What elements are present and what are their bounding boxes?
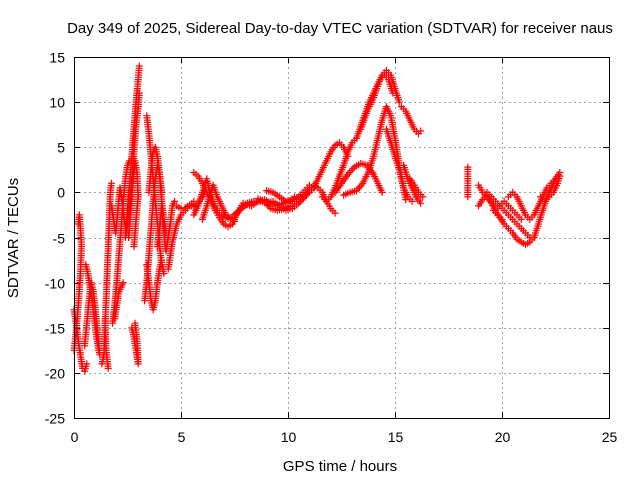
plot-frame xyxy=(74,57,610,419)
data-point xyxy=(177,205,185,213)
data-track xyxy=(101,315,112,372)
data-point xyxy=(131,319,139,327)
data-point xyxy=(234,208,242,216)
data-point xyxy=(74,220,82,228)
data-point xyxy=(498,215,506,223)
data-points xyxy=(70,62,564,375)
data-track xyxy=(318,134,360,205)
data-track xyxy=(382,125,416,205)
data-track xyxy=(464,163,472,201)
data-point xyxy=(298,196,306,204)
y-tick-label: -25 xyxy=(45,411,65,427)
data-point xyxy=(295,199,303,207)
data-track xyxy=(128,319,142,368)
data-point xyxy=(135,62,143,70)
data-track xyxy=(483,193,525,223)
data-point xyxy=(125,234,133,241)
y-tick-label: 10 xyxy=(49,95,65,111)
data-point xyxy=(517,215,525,223)
y-tick-label: 0 xyxy=(57,185,65,201)
y-tick-label: 5 xyxy=(57,140,65,156)
data-point xyxy=(232,209,240,217)
data-point xyxy=(231,217,238,225)
data-point xyxy=(83,360,91,368)
data-point xyxy=(101,315,109,323)
x-tick-label: 0 xyxy=(71,429,79,445)
data-point xyxy=(158,256,166,264)
data-point xyxy=(389,89,397,97)
x-tick-label: 25 xyxy=(602,429,618,445)
y-axis-label: SDTVAR / TECUs xyxy=(5,178,22,298)
x-tick-label: 15 xyxy=(388,429,404,445)
data-point xyxy=(556,172,564,180)
data-track xyxy=(489,206,506,223)
data-track xyxy=(143,256,166,314)
data-track xyxy=(406,175,427,201)
data-point xyxy=(231,211,238,219)
data-point xyxy=(171,197,179,205)
grid xyxy=(74,57,609,418)
data-track xyxy=(111,279,127,323)
y-tick-label: -15 xyxy=(45,321,65,337)
data-point xyxy=(419,193,427,201)
y-tick-label: -5 xyxy=(53,231,66,247)
data-track xyxy=(125,157,142,250)
data-track xyxy=(154,197,179,255)
y-tick-label: -10 xyxy=(45,276,65,292)
data-track xyxy=(198,181,238,225)
data-track xyxy=(357,71,397,133)
chart-title: Day 349 of 2025, Sidereal Day-to-day VTE… xyxy=(67,20,613,37)
x-tick-label: 10 xyxy=(281,429,297,445)
data-point xyxy=(417,199,425,207)
data-point xyxy=(408,197,416,205)
data-track xyxy=(537,172,564,205)
data-point xyxy=(108,179,115,187)
data-point xyxy=(378,188,386,196)
y-tick-label: -20 xyxy=(45,366,65,382)
data-point xyxy=(235,206,243,214)
data-track xyxy=(263,184,318,205)
data-point xyxy=(119,279,127,287)
x-axis-label: GPS time / hours xyxy=(283,458,397,475)
data-point xyxy=(464,193,472,201)
data-point xyxy=(135,89,143,97)
data-point xyxy=(300,195,307,202)
data-point xyxy=(296,198,304,206)
x-tick-label: 5 xyxy=(178,429,186,445)
x-tick-label: 20 xyxy=(495,429,511,445)
data-point xyxy=(331,209,339,217)
data-point xyxy=(395,98,403,106)
data-point xyxy=(417,127,425,135)
data-track xyxy=(82,261,103,354)
y-tick-label: 15 xyxy=(49,50,65,66)
data-track xyxy=(397,103,425,138)
